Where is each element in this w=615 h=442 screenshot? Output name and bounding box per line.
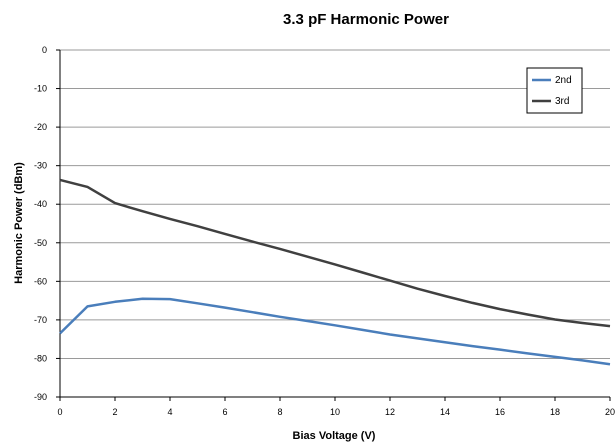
legend-label-2nd: 2nd [555, 75, 572, 86]
x-tick-label: 8 [277, 407, 282, 417]
x-tick-label: 16 [495, 407, 505, 417]
y-tick-label: -80 [34, 353, 47, 363]
x-tick-label: 6 [222, 407, 227, 417]
series-lines [59, 178, 611, 366]
y-tick-label: -70 [34, 315, 47, 325]
x-axis-label: Bias Voltage (V) [293, 430, 376, 442]
series-line-2nd [59, 297, 611, 366]
x-tick-label: 20 [605, 407, 615, 417]
x-tick-label: 4 [167, 407, 172, 417]
y-tick-label: -50 [34, 238, 47, 248]
x-tick-label: 0 [57, 407, 62, 417]
y-tick-label: -40 [34, 199, 47, 209]
x-tick-label: 12 [385, 407, 395, 417]
y-tick-label: -10 [34, 84, 47, 94]
legend-box [526, 67, 583, 114]
y-tick-label: -20 [34, 122, 47, 132]
series-line-3rd [59, 178, 611, 328]
y-tick-label: -90 [34, 392, 47, 402]
legend-label-3rd: 3rd [555, 96, 569, 107]
chart-title: 3.3 pF Harmonic Power [283, 11, 449, 28]
y-tick-labels: 0 -10 -20 -30 -40 -50 -60 -70 -80 -90 [34, 45, 47, 402]
x-tick-label: 2 [112, 407, 117, 417]
x-tick-label: 18 [550, 407, 560, 417]
legend: 2nd 3rd [526, 67, 583, 114]
y-axis-label: Harmonic Power (dBm) [13, 162, 25, 284]
x-tick-label: 14 [440, 407, 450, 417]
y-tick-label: -60 [34, 276, 47, 286]
y-tick-label: -30 [34, 161, 47, 171]
x-tick-labels: 0 2 4 6 8 10 12 14 16 18 20 [57, 397, 615, 417]
y-tick-label: 0 [42, 45, 47, 55]
x-tick-label: 10 [330, 407, 340, 417]
